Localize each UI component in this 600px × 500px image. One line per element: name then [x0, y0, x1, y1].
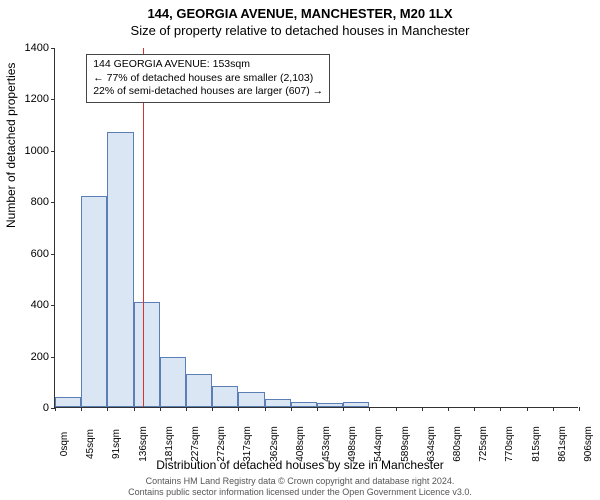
x-tick-mark — [55, 407, 56, 411]
y-tick-label: 1400 — [9, 42, 49, 54]
footer-line-2: Contains public sector information licen… — [0, 487, 600, 498]
x-tick-label: 0sqm — [59, 432, 70, 456]
chart-container: 144, GEORGIA AVENUE, MANCHESTER, M20 1LX… — [0, 0, 600, 500]
y-tick-mark — [51, 151, 55, 152]
histogram-bar — [186, 374, 212, 407]
histogram-bar — [134, 302, 160, 407]
y-tick-label: 600 — [9, 248, 49, 260]
histogram-bar — [291, 402, 317, 407]
x-tick-mark — [527, 407, 528, 411]
x-tick-mark — [553, 407, 554, 411]
histogram-bar — [55, 397, 81, 407]
x-tick-label: 317sqm — [242, 426, 253, 462]
x-tick-label: 589sqm — [400, 426, 411, 462]
chart-plot-area: 02004006008001000120014000sqm45sqm91sqm1… — [54, 48, 578, 408]
annotation-line-3: 22% of semi-detached houses are larger (… — [93, 85, 323, 99]
x-tick-mark — [500, 407, 501, 411]
x-tick-mark — [317, 407, 318, 411]
x-tick-label: 770sqm — [504, 426, 515, 462]
histogram-bar — [238, 392, 264, 407]
x-tick-label: 544sqm — [373, 426, 384, 462]
annotation-line-1: 144 GEORGIA AVENUE: 153sqm — [93, 58, 323, 72]
histogram-bar — [81, 196, 107, 407]
histogram-bar — [343, 402, 369, 407]
histogram-bar — [160, 357, 186, 407]
x-tick-mark — [579, 407, 580, 411]
x-axis-label: Distribution of detached houses by size … — [0, 458, 600, 472]
y-tick-mark — [51, 357, 55, 358]
x-tick-label: 45sqm — [85, 429, 96, 459]
x-tick-mark — [107, 407, 108, 411]
x-tick-mark — [369, 407, 370, 411]
y-tick-mark — [51, 254, 55, 255]
x-tick-label: 136sqm — [138, 426, 149, 462]
x-tick-mark — [186, 407, 187, 411]
x-tick-label: 680sqm — [452, 426, 463, 462]
x-tick-label: 725sqm — [478, 426, 489, 462]
x-tick-mark — [238, 407, 239, 411]
reference-annotation-box: 144 GEORGIA AVENUE: 153sqm ← 77% of deta… — [86, 54, 330, 103]
y-tick-mark — [51, 202, 55, 203]
x-tick-mark — [422, 407, 423, 411]
x-tick-label: 181sqm — [164, 426, 175, 462]
x-tick-mark — [81, 407, 82, 411]
x-tick-mark — [160, 407, 161, 411]
histogram-bar — [212, 386, 238, 407]
x-tick-label: 362sqm — [269, 426, 280, 462]
y-tick-label: 1200 — [9, 93, 49, 105]
x-tick-label: 227sqm — [190, 426, 201, 462]
x-tick-mark — [291, 407, 292, 411]
x-tick-mark — [212, 407, 213, 411]
y-tick-mark — [51, 305, 55, 306]
y-tick-label: 1000 — [9, 145, 49, 157]
x-tick-label: 408sqm — [295, 426, 306, 462]
x-tick-label: 815sqm — [531, 426, 542, 462]
x-tick-label: 634sqm — [426, 426, 437, 462]
x-tick-mark — [448, 407, 449, 411]
annotation-line-2: ← 77% of detached houses are smaller (2,… — [93, 72, 323, 86]
chart-footer: Contains HM Land Registry data © Crown c… — [0, 476, 600, 498]
y-tick-label: 800 — [9, 196, 49, 208]
x-tick-mark — [396, 407, 397, 411]
x-tick-label: 498sqm — [347, 426, 358, 462]
x-tick-label: 272sqm — [216, 426, 227, 462]
y-tick-mark — [51, 99, 55, 100]
histogram-bar — [265, 399, 291, 407]
y-tick-label: 200 — [9, 351, 49, 363]
x-tick-label: 861sqm — [557, 426, 568, 462]
x-tick-mark — [265, 407, 266, 411]
histogram-bar — [317, 403, 343, 407]
x-tick-mark — [134, 407, 135, 411]
x-tick-label: 91sqm — [111, 429, 122, 459]
footer-line-1: Contains HM Land Registry data © Crown c… — [0, 476, 600, 487]
x-tick-label: 453sqm — [321, 426, 332, 462]
x-tick-mark — [474, 407, 475, 411]
y-tick-label: 400 — [9, 299, 49, 311]
x-tick-label: 906sqm — [583, 426, 594, 462]
y-tick-mark — [51, 48, 55, 49]
y-tick-label: 0 — [9, 402, 49, 414]
chart-title-address: 144, GEORGIA AVENUE, MANCHESTER, M20 1LX — [0, 0, 600, 21]
x-tick-mark — [343, 407, 344, 411]
histogram-bar — [107, 132, 133, 407]
chart-title-subtitle: Size of property relative to detached ho… — [0, 21, 600, 38]
